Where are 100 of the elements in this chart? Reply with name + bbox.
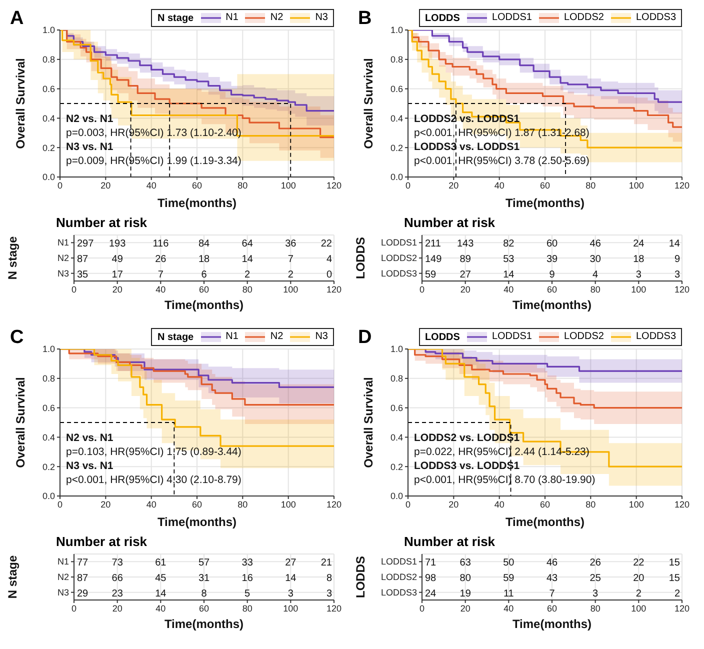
y-axis-title: LODDS bbox=[353, 556, 368, 598]
y-tick-label: N3 bbox=[57, 587, 69, 598]
data-label: 8 bbox=[326, 573, 332, 584]
data-label: 26 bbox=[590, 558, 602, 569]
x-tick-label: 40 bbox=[146, 499, 156, 510]
legend-label: N1 bbox=[226, 330, 238, 344]
y-tick-label: 0.4 bbox=[42, 113, 55, 124]
y-tick-label: LODDS1 bbox=[380, 238, 417, 248]
legend-label: LODDS3 bbox=[636, 330, 676, 344]
data-label: 143 bbox=[456, 238, 474, 250]
x-tick-label: 120 bbox=[674, 499, 690, 510]
data-label: 73 bbox=[112, 558, 124, 569]
x-tick-label: 0 bbox=[405, 180, 411, 190]
y-tick-label: 0.2 bbox=[42, 462, 55, 472]
x-tick-label: 0 bbox=[71, 603, 77, 614]
x-tick-label: 120 bbox=[326, 603, 342, 614]
data-label: 57 bbox=[198, 558, 210, 569]
data-label: 77 bbox=[77, 558, 89, 569]
y-tick-label: 0.6 bbox=[42, 402, 55, 413]
y-tick-label: N2 bbox=[57, 572, 69, 582]
data-label: 3 bbox=[674, 269, 680, 280]
x-tick-label: 0 bbox=[419, 603, 425, 614]
x-axis-title: Time(months) bbox=[157, 196, 237, 210]
y-axis-title: Overall Survival bbox=[361, 58, 376, 149]
annotation: N3 vs. N1 bbox=[66, 459, 114, 474]
x-tick-label: 40 bbox=[504, 603, 514, 614]
x-tick-label: 20 bbox=[448, 180, 459, 190]
x-tick-label: 100 bbox=[283, 603, 298, 614]
legend-label: LODDS2 bbox=[564, 330, 604, 344]
y-tick-label: LODDS2 bbox=[380, 572, 417, 582]
data-label: 3 bbox=[326, 588, 332, 600]
y-tick-label: 1.0 bbox=[390, 344, 403, 354]
annotation: N2 vs. N1 bbox=[66, 112, 114, 126]
x-tick-label: 60 bbox=[546, 603, 558, 614]
x-tick-label: 120 bbox=[674, 180, 690, 190]
data-label: 39 bbox=[546, 254, 558, 265]
annotation: N2 vs. N1 bbox=[66, 431, 114, 446]
x-axis-title: Time(months) bbox=[505, 515, 585, 529]
data-label: 7 bbox=[549, 588, 556, 600]
y-tick-label: 0.6 bbox=[390, 84, 403, 94]
data-label: 3 bbox=[636, 269, 642, 280]
x-tick-label: 20 bbox=[448, 499, 459, 510]
annotation: p=0.009, HR(95%CI) 1.99 (1.19-3.34) bbox=[66, 154, 242, 168]
y-axis-title: N stage bbox=[5, 236, 20, 280]
y-tick-label: N3 bbox=[57, 268, 69, 278]
y-tick-label: LODDS3 bbox=[380, 268, 417, 278]
legend-title: LODDS bbox=[424, 332, 460, 342]
legend-label: N2 bbox=[270, 330, 284, 344]
x-tick-label: 80 bbox=[238, 180, 248, 190]
data-label: 49 bbox=[112, 254, 124, 265]
x-axis-title: Time(months) bbox=[505, 196, 585, 210]
data-label: 0 bbox=[326, 269, 332, 280]
x-tick-label: 120 bbox=[674, 284, 690, 294]
data-label: 20 bbox=[633, 573, 645, 584]
y-axis-title: Overall Survival bbox=[13, 377, 28, 468]
legend-title: N stage bbox=[157, 332, 194, 342]
data-label: 87 bbox=[77, 254, 89, 265]
data-label: 84 bbox=[198, 238, 210, 250]
data-label: 50 bbox=[503, 558, 515, 569]
x-tick-label: 40 bbox=[156, 284, 166, 294]
legend-label: LODDS1 bbox=[492, 330, 532, 344]
data-label: 4 bbox=[592, 269, 599, 280]
legend-title: N stage bbox=[157, 12, 194, 24]
data-label: 33 bbox=[242, 558, 254, 569]
data-label: 31 bbox=[198, 573, 210, 584]
y-tick-label: 0.8 bbox=[390, 374, 403, 384]
x-tick-label: 20 bbox=[460, 603, 470, 614]
y-tick-label: 0.2 bbox=[390, 142, 403, 153]
y-tick-label: 0.2 bbox=[42, 142, 55, 153]
chart-title: Number at risk bbox=[55, 214, 148, 232]
x-tick-label: 80 bbox=[586, 180, 596, 190]
x-axis-title: Time(months) bbox=[512, 298, 592, 312]
annotation: p<0.001, HR(95%CI) 3.78 (2.50-5.69) bbox=[414, 154, 590, 168]
data-label: 6 bbox=[201, 269, 208, 280]
data-label: 15 bbox=[668, 573, 680, 584]
data-label: 297 bbox=[77, 238, 94, 250]
y-tick-label: 0.0 bbox=[390, 491, 403, 502]
data-label: 71 bbox=[425, 558, 437, 569]
x-tick-label: 60 bbox=[546, 284, 558, 294]
x-axis-title: Time(months) bbox=[512, 617, 592, 631]
data-label: 46 bbox=[590, 238, 602, 250]
data-label: 149 bbox=[425, 254, 442, 265]
annotation: LODDS3 vs. LODDS1 bbox=[414, 459, 521, 474]
data-label: 30 bbox=[590, 254, 602, 265]
data-label: 17 bbox=[112, 269, 124, 280]
data-label: 8 bbox=[201, 588, 208, 600]
legend-label: LODDS2 bbox=[564, 11, 604, 25]
x-tick-label: 20 bbox=[100, 499, 111, 510]
legend-label: LODDS1 bbox=[492, 11, 532, 25]
x-tick-label: 40 bbox=[494, 499, 504, 510]
x-tick-label: 60 bbox=[198, 284, 210, 294]
y-tick-label: LODDS2 bbox=[380, 253, 417, 263]
data-label: 24 bbox=[633, 238, 645, 250]
data-label: 14 bbox=[503, 269, 515, 280]
y-axis-title: LODDS bbox=[353, 237, 368, 279]
x-tick-label: 120 bbox=[326, 284, 342, 294]
y-tick-label: 0.8 bbox=[42, 374, 55, 384]
x-axis-title: Time(months) bbox=[164, 298, 244, 312]
x-tick-label: 0 bbox=[419, 284, 425, 294]
data-label: 3 bbox=[288, 588, 294, 600]
